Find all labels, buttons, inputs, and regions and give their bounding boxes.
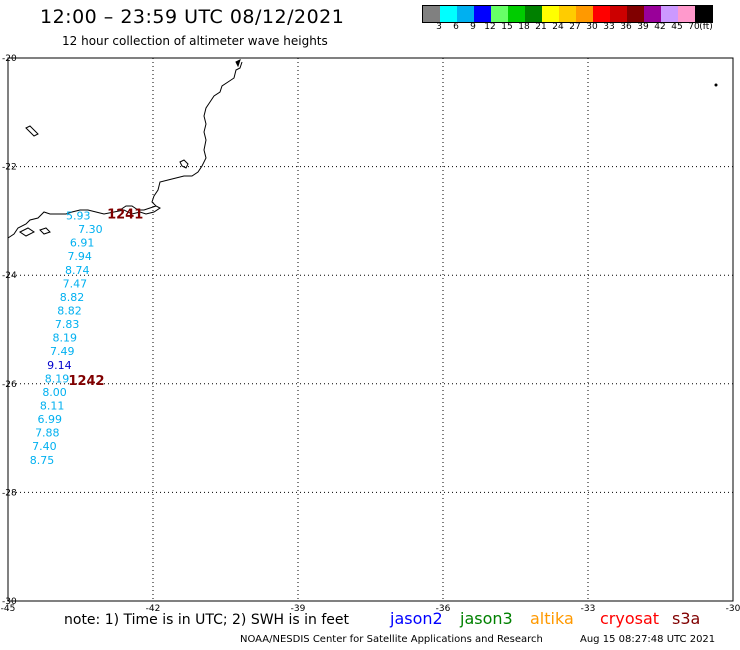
wave-height-value: 6.91 — [70, 237, 95, 250]
colorbar-swatch — [695, 6, 712, 22]
island — [19, 227, 35, 237]
colorbar-swatch — [542, 6, 559, 22]
colorbar-tick-label: 45 — [671, 22, 683, 32]
colorbar-swatch — [610, 6, 627, 22]
wave-height-value: 9.14 — [47, 359, 72, 372]
colorbar-swatch — [627, 6, 644, 22]
track-labels: 1241 1242 — [68, 207, 143, 389]
latitude-tick-label: -20 — [2, 54, 17, 64]
latitude-tick-label: -24 — [2, 271, 17, 281]
colorbar-swatch — [559, 6, 576, 22]
track-number-label: 1242 — [68, 374, 104, 389]
axis-ticks: -45 -42 -39 -36 -33 -30 -20 -22 -24 -26 -28 -30 — [1, 54, 740, 614]
track-number-label: 1241 — [107, 207, 143, 222]
colorbar-swatch — [423, 6, 440, 22]
longitude-tick-label: -45 — [1, 604, 16, 614]
wave-height-value: 7.47 — [63, 277, 88, 290]
colorbar-swatch — [661, 6, 678, 22]
wave-height-value: 7.88 — [35, 427, 60, 440]
colorbar-tick-label: 9 — [470, 22, 476, 32]
satellite-legend-item: cryosat — [600, 609, 660, 628]
colorbar-tick-label: 15 — [501, 22, 513, 32]
map-title: 12:00 – 23:59 UTC 08/12/2021 — [40, 6, 345, 28]
longitude-tick-label: -33 — [581, 604, 596, 614]
colorbar-swatch — [644, 6, 661, 22]
longitude-tick-label: -39 — [291, 604, 306, 614]
colorbar-swatch — [508, 6, 525, 22]
wave-height-labels: 5.937.306.917.948.747.478.828.827.838.19… — [30, 209, 103, 466]
satellite-legend-item: jason2 — [390, 609, 443, 628]
wave-height-value: 8.82 — [60, 291, 85, 304]
latitude-tick-label: -22 — [2, 163, 17, 173]
colorbar-tick-label: 6 — [453, 22, 459, 32]
latitude-tick-label: -30 — [2, 597, 17, 607]
longitude-tick-label: -36 — [436, 604, 451, 614]
wave-height-value: 7.94 — [67, 250, 92, 263]
colorbar-tick-label: 33 — [603, 22, 615, 32]
colorbar-swatch — [678, 6, 695, 22]
wave-height-value: 5.93 — [66, 209, 91, 222]
colorbar-tick-label: 39 — [637, 22, 649, 32]
satellite-legend-item: s3a — [672, 609, 701, 628]
colorbar-swatch — [525, 6, 542, 22]
wave-height-value: 8.19 — [45, 372, 70, 385]
colorbar-tick-label: 3 — [436, 22, 442, 32]
coastline — [7, 61, 243, 239]
island — [25, 125, 39, 137]
colorbar-swatch — [457, 6, 474, 22]
colorbar-ticks: 3 6 9 12 15 18 21 24 27 30 33 36 39 42 45 70 (ft) — [422, 22, 740, 36]
wave-height-value: 7.40 — [32, 440, 57, 453]
graticule — [8, 58, 733, 601]
map-frame — [7, 57, 734, 602]
latitude-tick-label: -28 — [2, 488, 17, 498]
units-note: note: 1) Time is in UTC; 2) SWH is in fe… — [64, 612, 350, 628]
colorbar-tick-label: 27 — [569, 22, 581, 32]
wave-height-value: 7.30 — [78, 223, 103, 236]
colorbar-swatch — [474, 6, 491, 22]
colorbar-tick-label: 12 — [484, 22, 496, 32]
wave-height-value: 8.11 — [40, 400, 65, 413]
colorbar-tick-label: 36 — [620, 22, 632, 32]
island — [179, 159, 189, 169]
colorbar — [422, 5, 713, 23]
colorbar-tick-label: 24 — [552, 22, 564, 32]
longitude-tick-label: -42 — [146, 604, 161, 614]
wave-height-value: 8.82 — [57, 304, 82, 317]
colorbar-tick-label: 18 — [518, 22, 530, 32]
map-subtitle: 12 hour collection of altimeter wave hei… — [62, 34, 328, 48]
coastline-bay — [119, 205, 157, 211]
colorbar-swatch — [491, 6, 508, 22]
colorbar-tick-label: 21 — [535, 22, 547, 32]
wave-height-value: 8.19 — [52, 332, 77, 345]
colorbar-tick-label: (ft) — [699, 22, 713, 32]
wave-height-value: 8.74 — [65, 264, 90, 277]
island — [235, 59, 241, 68]
wave-height-value: 8.00 — [42, 386, 67, 399]
colorbar-tick-label: 70 — [688, 22, 700, 32]
island — [39, 227, 51, 235]
colorbar-tick-label: 30 — [586, 22, 598, 32]
footer-timestamp: Aug 15 08:27:48 UTC 2021 — [580, 634, 716, 645]
latitude-tick-label: -26 — [2, 380, 17, 390]
colorbar-swatch — [440, 6, 457, 22]
wave-height-value: 7.83 — [55, 318, 79, 331]
wave-height-value: 8.75 — [30, 454, 55, 467]
footer-credit: NOAA/NESDIS Center for Satellite Applica… — [240, 634, 543, 645]
island-dot — [714, 83, 718, 87]
wave-height-value: 7.49 — [50, 345, 75, 358]
colorbar-swatch — [593, 6, 610, 22]
satellite-legend-item: jason3 — [460, 609, 513, 628]
longitude-tick-label: -30 — [726, 604, 740, 614]
colorbar-swatch — [576, 6, 593, 22]
colorbar-tick-label: 42 — [654, 22, 666, 32]
satellite-legend-item: altika — [530, 609, 574, 628]
wave-height-value: 6.99 — [37, 413, 62, 426]
